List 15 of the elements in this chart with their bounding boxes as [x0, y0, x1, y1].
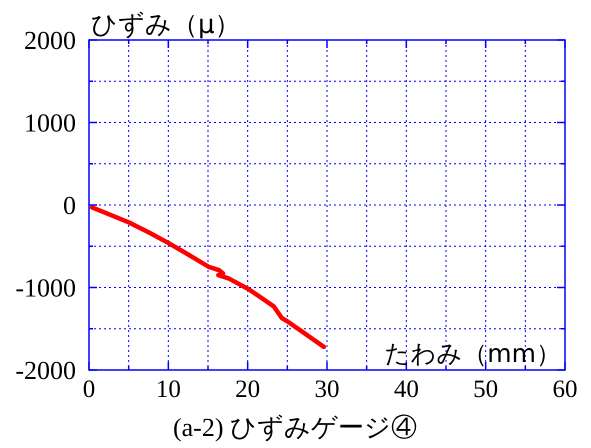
x-tick-label: 10	[156, 376, 181, 403]
x-tick-label: 50	[473, 376, 498, 403]
x-tick-label: 0	[82, 376, 96, 403]
text: (a-2) ひずみゲージ④	[172, 413, 418, 442]
y-tick-label: -1000	[15, 274, 76, 302]
y-tick-label: 0	[63, 191, 76, 220]
x-tick-label: 20	[235, 376, 260, 403]
y-axis-title: ひずみ（μ）	[91, 10, 241, 40]
y-tick-label: -2000	[15, 356, 76, 385]
x-tick-label: 40	[394, 376, 419, 403]
x-axis-title: たわみ（mm）	[384, 339, 561, 368]
x-tick-label: 30	[314, 376, 340, 403]
x-tick-label: 60	[552, 376, 578, 403]
y-tick-label: 2000	[24, 26, 76, 55]
y-tick-label: 1000	[24, 108, 76, 138]
